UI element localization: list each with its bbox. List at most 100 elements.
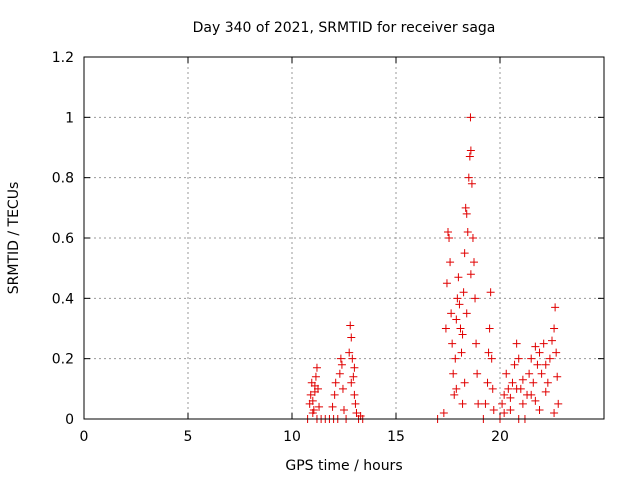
data-point <box>315 402 324 411</box>
data-points <box>303 113 563 423</box>
x-tick-label: 10 <box>283 429 301 445</box>
grid-lines <box>84 57 604 419</box>
data-point <box>548 336 556 345</box>
data-point <box>512 339 521 348</box>
y-tick-label: 0.8 <box>52 171 74 187</box>
data-point <box>502 369 511 378</box>
data-point <box>346 321 355 330</box>
data-point <box>460 378 469 387</box>
data-point <box>488 384 497 393</box>
data-point <box>351 399 360 408</box>
data-point <box>452 315 461 324</box>
data-point <box>458 399 467 408</box>
data-point <box>552 348 561 357</box>
data-point <box>336 354 345 363</box>
data-point <box>328 402 337 411</box>
data-point <box>462 309 471 318</box>
data-point <box>308 408 317 417</box>
data-point <box>545 354 554 363</box>
data-point <box>331 378 340 387</box>
data-point <box>442 279 451 288</box>
data-point <box>445 234 454 242</box>
x-tick-label: 5 <box>184 429 193 445</box>
data-point <box>531 396 540 405</box>
data-point <box>535 405 544 414</box>
data-point <box>487 354 496 363</box>
data-point <box>458 330 467 339</box>
axis-ticks: 0 0.2 0.4 0.6 0.8 1 1.2 0 5 10 15 20 <box>52 50 604 445</box>
data-point <box>465 152 474 161</box>
data-point <box>461 203 470 212</box>
x-tick-label: 0 <box>80 429 89 445</box>
data-point <box>330 390 339 399</box>
data-point <box>550 408 559 417</box>
data-point <box>470 258 478 267</box>
data-point <box>466 270 475 279</box>
data-point <box>471 294 480 303</box>
data-point <box>337 360 346 369</box>
data-point <box>498 399 507 408</box>
data-point <box>340 405 348 414</box>
data-point <box>551 303 560 312</box>
data-point <box>489 405 498 414</box>
data-point <box>311 372 320 381</box>
data-point <box>439 408 448 417</box>
data-point <box>518 399 527 408</box>
data-point <box>348 354 357 363</box>
data-point <box>529 378 538 387</box>
data-point <box>554 399 563 408</box>
data-point <box>464 173 473 182</box>
data-point <box>550 324 559 333</box>
data-point <box>500 390 509 399</box>
data-point <box>535 348 544 357</box>
data-point <box>460 249 469 258</box>
data-point <box>347 378 356 387</box>
x-tick-label: 15 <box>387 429 405 445</box>
data-point <box>310 381 319 390</box>
y-tick-label: 0.4 <box>52 291 74 307</box>
data-point <box>473 369 482 378</box>
x-tick-label: 20 <box>491 429 509 445</box>
data-point <box>543 378 552 387</box>
y-tick-label: 0.2 <box>52 352 74 368</box>
data-point <box>468 234 477 242</box>
data-point <box>446 258 455 267</box>
data-point <box>506 393 515 402</box>
data-point <box>541 360 550 369</box>
data-point <box>474 399 483 408</box>
data-point <box>456 324 465 333</box>
y-tick-label: 1.2 <box>52 50 74 66</box>
data-point <box>483 378 492 387</box>
data-point <box>451 354 460 363</box>
data-point <box>454 273 463 282</box>
data-point <box>308 396 317 405</box>
data-point <box>466 113 475 122</box>
data-point <box>352 408 361 417</box>
data-point <box>518 375 527 384</box>
data-point <box>481 399 490 408</box>
y-tick-label: 0.6 <box>52 231 74 247</box>
data-point <box>553 372 562 381</box>
data-point <box>347 333 356 342</box>
data-point <box>444 227 452 236</box>
data-point <box>484 348 493 357</box>
data-point <box>533 360 542 369</box>
data-point <box>453 294 462 303</box>
data-point <box>512 384 521 393</box>
data-point <box>335 369 344 378</box>
data-point <box>349 372 358 381</box>
data-point <box>452 384 461 393</box>
data-point <box>466 146 475 155</box>
data-point <box>463 227 472 236</box>
data-point <box>514 354 523 363</box>
x-axis-label: GPS time / hours <box>285 458 402 474</box>
y-tick-label: 0 <box>65 412 74 428</box>
y-axis-label: SRMTID / TECUs <box>6 182 22 295</box>
data-point <box>457 348 466 357</box>
data-point <box>459 288 468 297</box>
data-point <box>306 390 315 399</box>
data-point <box>527 354 536 363</box>
data-point <box>441 324 450 333</box>
data-point <box>508 378 517 387</box>
